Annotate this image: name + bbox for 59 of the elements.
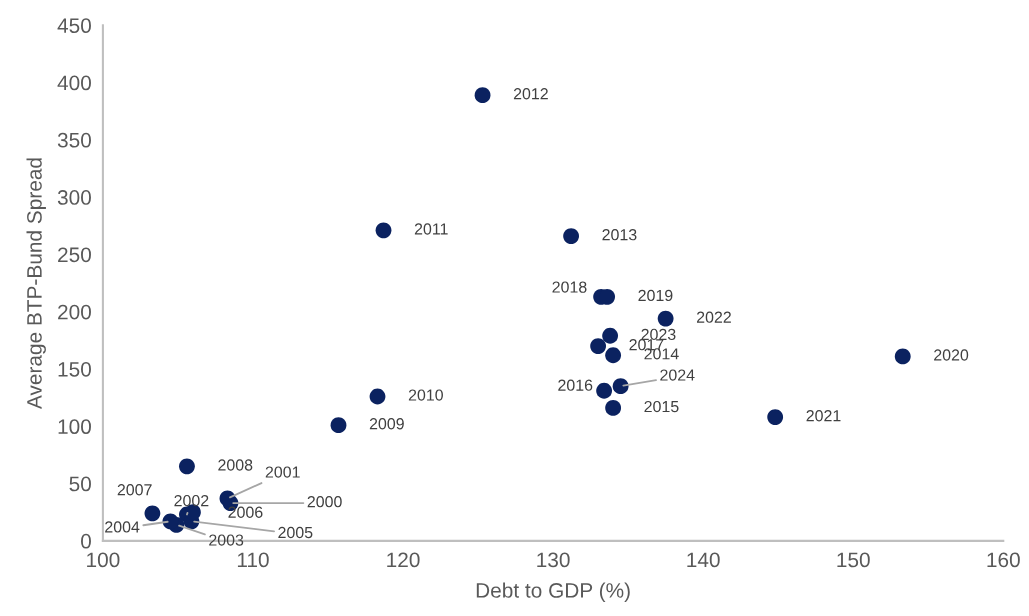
annotation: 2021: [806, 410, 841, 422]
x-tick-label: 160: [987, 552, 1020, 568]
annotation: 2012: [513, 88, 548, 100]
annotation: 2006: [228, 506, 263, 518]
annotation: 2007: [117, 484, 152, 496]
annotation: 2023: [641, 328, 676, 341]
y-tick-label: 200: [58, 304, 91, 320]
x-tick-label: 100: [87, 552, 120, 568]
annotation: 2015: [644, 400, 679, 413]
annotation: 2018: [552, 281, 587, 293]
x-tick-label: 140: [687, 552, 720, 568]
annotation: 2020: [934, 349, 969, 361]
point: [563, 228, 580, 244]
x-tick-label: 120: [387, 552, 420, 568]
y-tick-label: 450: [57, 18, 91, 34]
y-tick-label: 150: [58, 361, 91, 377]
point: [369, 388, 386, 405]
point: [375, 222, 392, 239]
annotation: 2009: [369, 418, 404, 430]
y-tick-label: 0: [81, 533, 91, 549]
point: [605, 400, 622, 416]
annotation: 2004: [105, 521, 140, 533]
annotation: 2016: [558, 379, 593, 391]
x-axis-title: Debt to GDP (%): [476, 582, 630, 602]
y-tick-label: 100: [58, 419, 91, 435]
y-axis-title: Average BTP-Bund Spread: [26, 158, 46, 410]
point: [179, 458, 195, 475]
annotation: 2019: [638, 289, 673, 302]
annotation: 2000: [307, 496, 342, 508]
point: [612, 378, 629, 395]
point: [767, 409, 784, 426]
point: [330, 417, 347, 434]
annotation: 2011: [414, 223, 448, 235]
y-tick-label: 250: [58, 247, 91, 263]
point: [474, 87, 491, 104]
annotation: 2013: [602, 229, 637, 241]
y-tick-label: 350: [57, 132, 91, 148]
point: [144, 505, 161, 522]
x-tick-label: 110: [237, 552, 269, 568]
point: [605, 347, 622, 364]
point: [596, 382, 613, 399]
annotation: 2001: [265, 466, 300, 478]
annotation: 2008: [218, 459, 253, 471]
annotation: 2024: [660, 369, 695, 381]
point: [590, 338, 607, 354]
point: [162, 513, 179, 530]
point: [602, 327, 619, 344]
annotation: 2010: [408, 389, 443, 401]
y-tick-label: 300: [57, 190, 91, 205]
annotation: 2005: [278, 526, 313, 539]
annotation: 2003: [209, 534, 244, 546]
point: [894, 348, 911, 365]
point: [657, 310, 674, 327]
y-tick-label: 50: [69, 476, 91, 492]
y-tick-label: 400: [57, 75, 91, 91]
x-tick-label: 150: [837, 552, 870, 568]
x-tick-label: 130: [537, 552, 570, 568]
annotation: 2002: [174, 494, 209, 507]
annotation: 2022: [696, 311, 731, 323]
